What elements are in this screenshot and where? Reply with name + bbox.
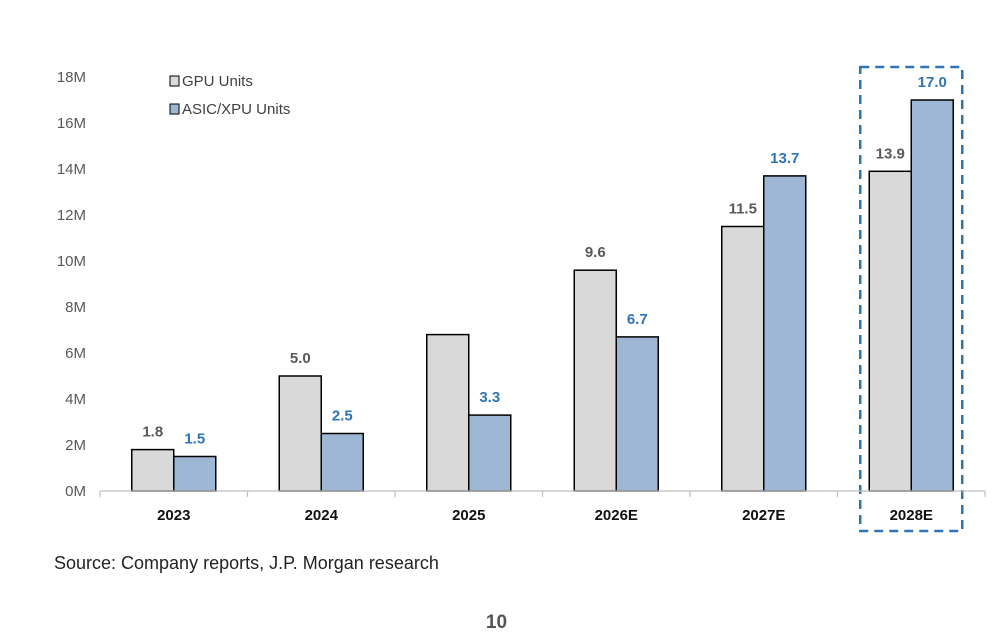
bar-labels: 1.8 1.5 5.0 2.5 3.3 9.6 6.7 11.5 13.7 13.9 17.0 [142, 74, 947, 448]
y-tick-label: 16M [57, 115, 86, 132]
asic-xpu-value-label: 2.5 [332, 408, 353, 425]
legend-label-asic-xpu: ASIC/XPU Units [182, 101, 290, 118]
asic-xpu-bar [615, 336, 659, 492]
y-tick-label: 4M [65, 391, 86, 408]
asic-xpu-value-label: 1.5 [184, 431, 205, 448]
y-tick-label: 10M [57, 253, 86, 270]
x-axis: 2023 2024 2025 2026E 2027E 2028E [99, 490, 986, 524]
gpu-bar [721, 225, 765, 492]
asic-xpu-value-label: 3.3 [479, 389, 500, 406]
gpu-value-label: 9.6 [585, 244, 606, 261]
gpu-value-label: 1.8 [142, 424, 163, 441]
y-tick-label: 2M [65, 437, 86, 454]
asic-xpu-value-label: 13.7 [770, 150, 799, 167]
gpu-bar [868, 170, 912, 492]
x-tick-label: 2026E [595, 507, 638, 524]
y-tick-label: 18M [57, 69, 86, 86]
x-tick-label: 2027E [742, 507, 785, 524]
y-tick-label: 6M [65, 345, 86, 362]
y-axis: 0M 2M 4M 6M 8M 10M 12M 14M 16M 18M [57, 69, 86, 500]
highlight-dashed-box [859, 65, 964, 533]
page-number: 10 [485, 612, 508, 633]
highlight-box [859, 65, 964, 533]
asic-xpu-bar [910, 99, 954, 492]
y-tick-label: 14M [57, 161, 86, 178]
gpu-value-label: 11.5 [729, 201, 757, 218]
gpu-bar [131, 448, 175, 492]
gpu-value-label: 5.0 [290, 350, 311, 367]
legend-swatch-asic-xpu [169, 103, 180, 115]
gpu-bar [278, 375, 322, 492]
y-tick-label: 8M [65, 299, 86, 316]
legend-label-gpu: GPU Units [182, 73, 253, 90]
source-note: Source: Company reports, J.P. Morgan res… [54, 553, 439, 573]
gpu-bar [426, 333, 470, 492]
x-tick-label: 2028E [890, 507, 933, 524]
legend-swatch-gpu [169, 75, 180, 87]
asic-xpu-value-label: 17.0 [918, 74, 947, 91]
bars [131, 99, 954, 492]
asic-xpu-bar [173, 455, 217, 492]
gpu-value-label: 13.9 [876, 145, 905, 162]
asic-xpu-bar [320, 432, 364, 492]
x-tick-label: 2024 [305, 507, 339, 524]
x-tick-label: 2023 [157, 507, 190, 524]
asic-xpu-bar [468, 414, 512, 492]
asic-xpu-bar [763, 175, 807, 492]
y-tick-label: 0M [65, 483, 86, 500]
gpu-bar [573, 269, 617, 492]
asic-xpu-value-label: 6.7 [627, 311, 648, 328]
bar-chart: 0M 2M 4M 6M 8M 10M 12M 14M 16M 18M 1.8 1.5 5.0 2.5 3.… [57, 65, 986, 533]
y-tick-label: 12M [57, 207, 86, 224]
x-tick-label: 2025 [452, 507, 485, 524]
legend: GPU Units ASIC/XPU Units [169, 73, 290, 118]
